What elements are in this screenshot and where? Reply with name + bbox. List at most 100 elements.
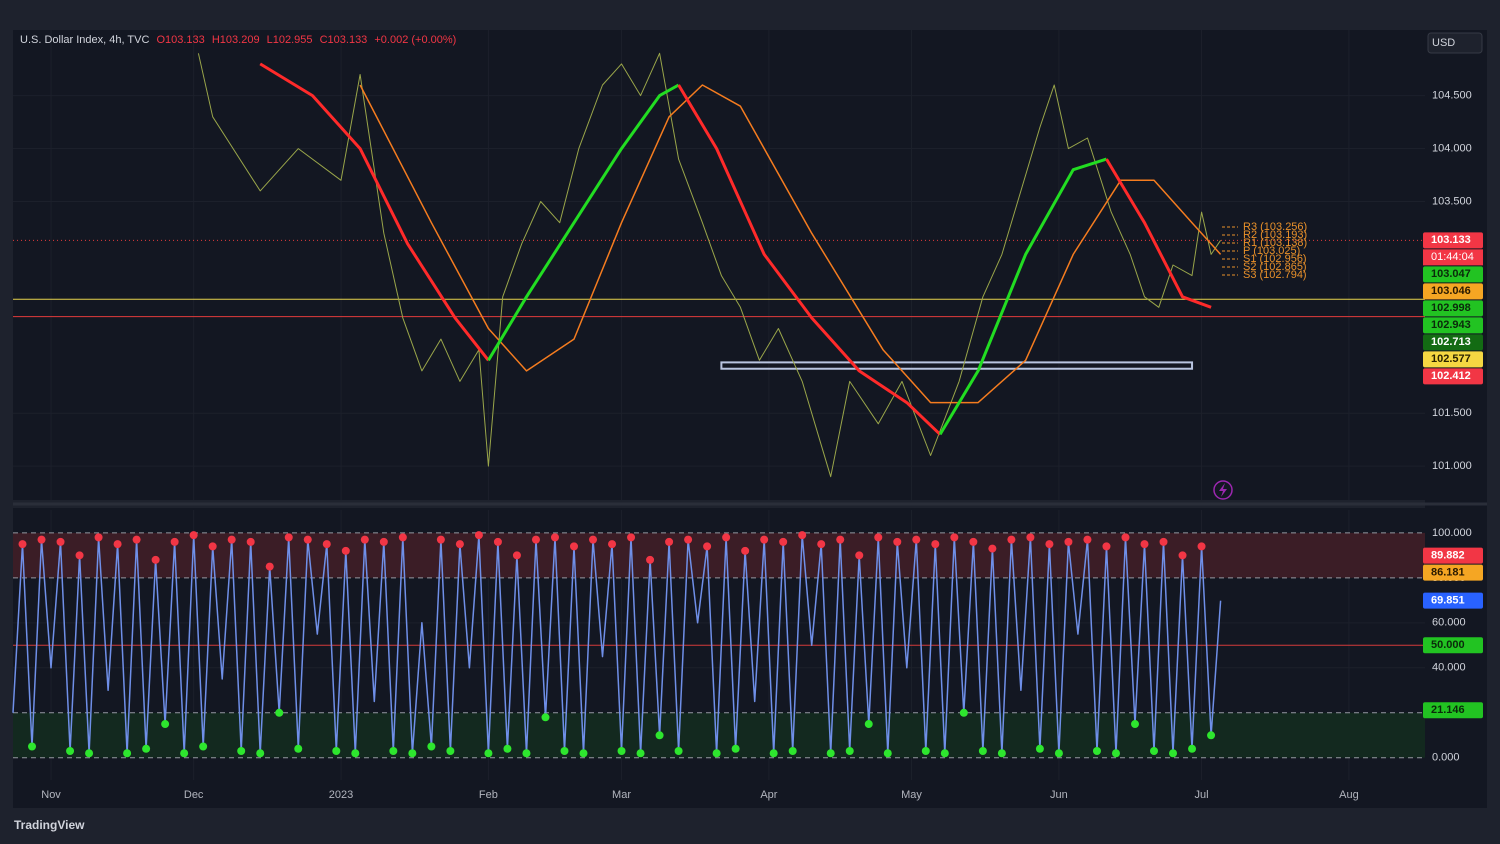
currency: USD [1432,37,1455,49]
signal-dot [512,551,521,560]
series-line [487,83,680,362]
signal-dot [855,551,864,560]
price-badge-label: 50.000 [1431,639,1465,651]
countdown-badge [1423,249,1483,266]
signal-dot [636,749,645,758]
signal-dot [1111,749,1120,758]
signal-dot [227,535,236,544]
legend-header: U.S. Dollar Index, 4h, TVC O103.133 H103… [20,34,460,46]
price-badge [1423,334,1483,351]
signal-dot [1092,747,1101,756]
signal-dot [474,531,483,540]
x-tick-label: Jun [1050,789,1068,801]
signal-dot [665,537,674,546]
signal-dot [37,535,46,544]
signal-dot [722,533,731,542]
price-badge [1423,232,1483,249]
signal-dot [275,708,284,717]
pivot-label: S3 (102.794) [1243,269,1307,281]
signal-dot [655,731,664,740]
signal-dot [123,749,132,758]
y-tick-label: 100.000 [1432,527,1472,539]
price-badge-label: 89.882 [1431,550,1465,562]
signal-dot [1102,542,1111,551]
signal-dot [389,747,398,756]
signal-dot [303,535,312,544]
price-badge [1423,547,1483,564]
signal-dot [845,747,854,756]
signal-dot [113,540,122,549]
signal-dot [436,535,445,544]
signal-dot [493,537,502,546]
x-tick-label: Dec [184,789,204,801]
signal-dot [28,742,37,751]
x-tick-label: May [901,789,922,801]
zone [13,532,1425,578]
price-pane [13,30,1425,500]
plot-layer: Nov Dec 2023 Feb Mar Apr May Jun Jul Aug 101.000 10… [12,30,1483,801]
signal-dot [779,537,788,546]
series-line [12,534,1222,755]
price-badge [1423,317,1483,334]
signal-dot [731,744,740,753]
signal-dot [522,749,531,758]
signal-dot [66,747,75,756]
signal-dot [132,535,141,544]
ohlc-high: H103.209 [211,34,260,46]
signal-dot [398,533,407,542]
signal-dot [1045,540,1054,549]
signal-dot [75,551,84,560]
price-badge-label: 103.047 [1431,268,1471,280]
price-badge [1423,283,1483,300]
signal-dot [18,540,27,549]
price-badge [1423,266,1483,283]
signal-dot [836,535,845,544]
y-tick-label: 60.000 [1432,617,1466,629]
signal-dot [950,533,959,542]
signal-dot [684,535,693,544]
support-zone [720,361,1194,370]
ohlc-open: O103.133 [156,34,205,46]
series-line [938,157,1107,436]
price-badge [1423,351,1483,368]
series-line [1105,158,1212,309]
price-badge-label: 102.998 [1431,302,1471,314]
price-badge-label: 102.412 [1431,370,1471,382]
signal-dot [627,533,636,542]
signal-dot [798,531,807,540]
signal-dot [1064,537,1073,546]
signal-dot [189,531,198,540]
x-tick-label: 2023 [329,789,353,801]
signal-dot [1207,731,1216,740]
signal-dot [978,747,987,756]
price-badge-label: 102.577 [1431,353,1471,365]
signal-dot [703,542,712,551]
ohlc-close: C103.133 [319,34,368,46]
ohlc-change: +0.002 (+0.00%) [374,34,457,46]
pivot-label: S1 (102.956) [1243,253,1307,265]
alert-bolt [1219,483,1227,497]
signal-dot [322,540,331,549]
signal-dot [351,749,360,758]
signal-dot [1169,749,1178,758]
signal-dot [446,747,455,756]
series-line [677,84,942,436]
signal-dot [608,540,617,549]
signal-dot [199,742,208,751]
signal-dot [455,540,464,549]
pivot-label: R1 (103.138) [1243,237,1307,249]
signal-dot [921,747,930,756]
signal-dot [646,555,655,564]
x-tick-label: Mar [612,789,631,801]
signal-dot [617,747,626,756]
x-tick-label: Apr [760,789,777,801]
signal-dot [1150,747,1159,756]
price-badge [1423,368,1483,385]
y-tick-label: 103.500 [1432,195,1472,207]
signal-dot [579,749,588,758]
signal-dot [940,749,949,758]
signal-dot [1007,535,1016,544]
alert-icon[interactable] [1213,480,1233,500]
currency-box [1427,32,1483,54]
